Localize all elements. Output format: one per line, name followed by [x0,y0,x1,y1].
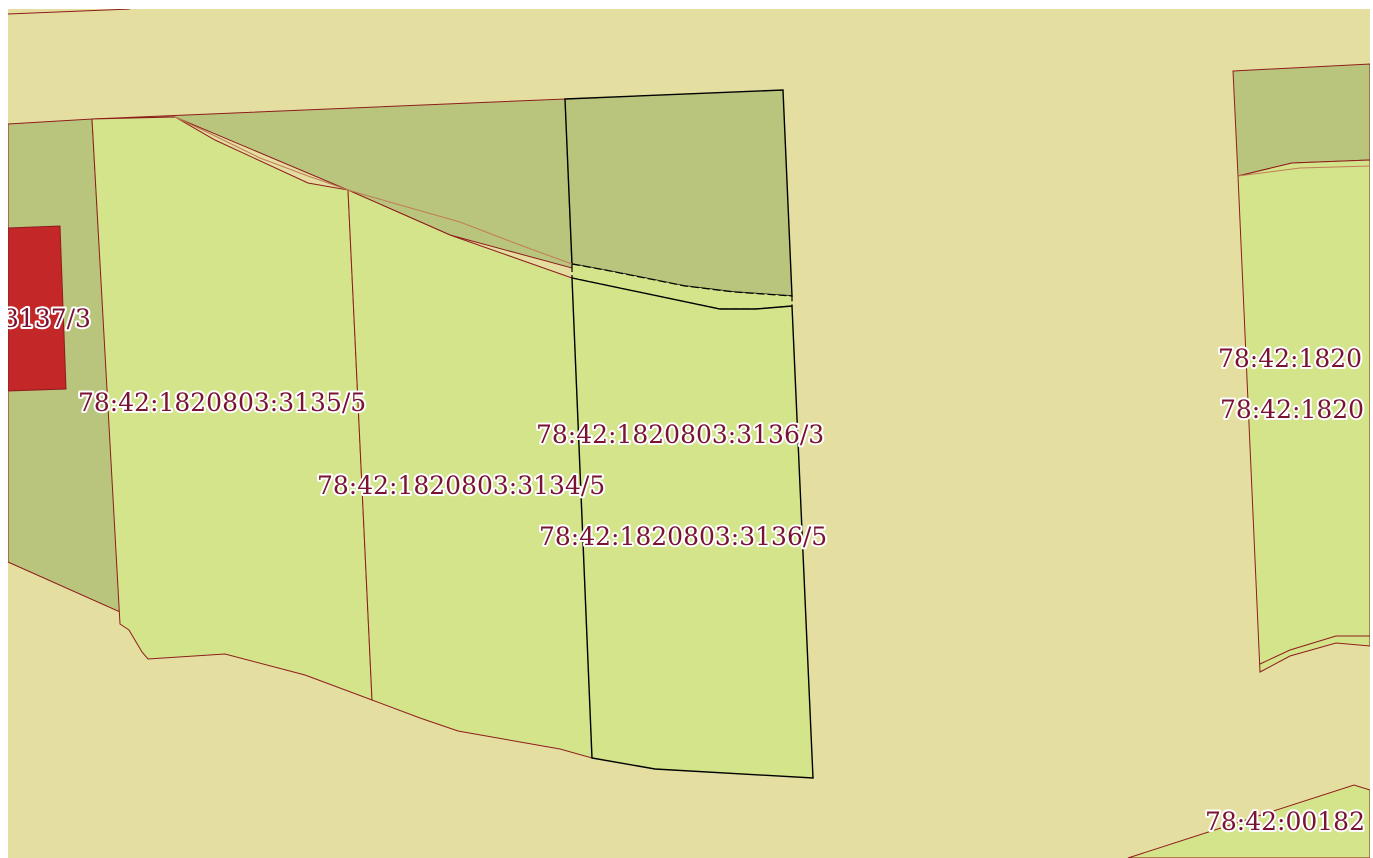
parcel-3134-5[interactable] [347,189,593,759]
parcel-label-right-2: 78:42:1820 [1220,395,1364,424]
parcel-right-dark[interactable] [1232,63,1371,177]
parcel-label-right-1: 78:42:1820 [1218,344,1362,373]
parcel-label-3134-5: 78:42:1820803:3134/5 [317,471,605,500]
parcel-label-3137-3: 3137/3 [3,304,91,333]
parcel-label-bottom-right: 78:42:00182 [1205,807,1365,836]
parcel-3135-5[interactable] [91,116,373,701]
boundary-top-edge [7,8,131,15]
boundary-trace-upper [174,116,573,265]
frame-left [0,0,8,858]
parcel-3136-3[interactable] [564,89,793,297]
parcel-3136-5[interactable] [571,277,814,779]
boundary-trace-right-bottom [1259,635,1370,665]
boundary-trace-right [1237,165,1371,177]
frame-top [0,0,1373,9]
parcel-label-3135-5: 78:42:1820803:3135/5 [78,388,366,417]
parcel-right-light[interactable] [1237,159,1371,673]
parcel-label-3136-5: 78:42:1820803:3136/5 [539,522,827,551]
parcel-label-3136-3: 78:42:1820803:3136/3 [536,420,824,449]
frame-right [1370,0,1373,858]
